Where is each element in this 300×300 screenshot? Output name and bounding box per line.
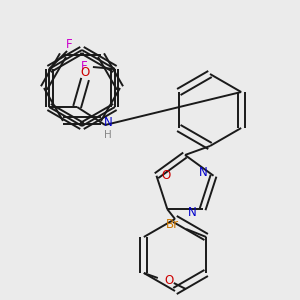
Text: N: N xyxy=(199,166,208,179)
Text: N: N xyxy=(104,116,112,128)
Text: N: N xyxy=(188,206,197,219)
Text: O: O xyxy=(80,65,90,79)
Text: O: O xyxy=(164,274,173,287)
Text: H: H xyxy=(104,130,112,140)
Text: O: O xyxy=(162,169,171,182)
Text: F: F xyxy=(66,38,72,52)
Text: Br: Br xyxy=(166,218,179,232)
Text: F: F xyxy=(81,61,87,74)
